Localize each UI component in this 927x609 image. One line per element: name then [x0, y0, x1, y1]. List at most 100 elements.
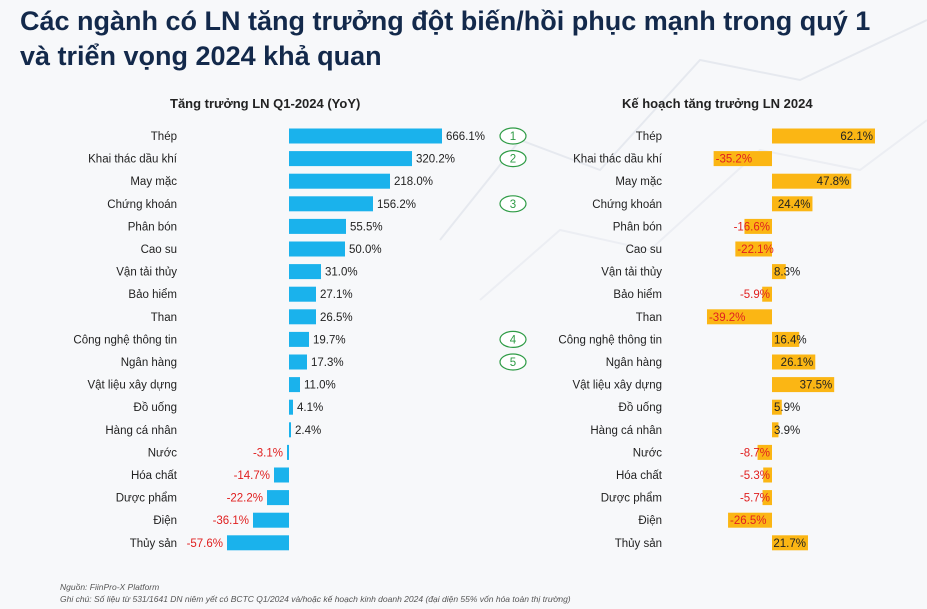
- left-bar: [289, 196, 373, 212]
- left-bar: [289, 264, 321, 280]
- right-bar: [706, 309, 772, 325]
- left-bar: [289, 399, 293, 415]
- rank-badge: [499, 195, 527, 213]
- left-bar: [289, 377, 300, 393]
- rank-badge: [499, 150, 527, 168]
- left-category-label: Dược phẩm: [116, 493, 177, 505]
- left-bar: [289, 309, 316, 325]
- left-category-label: May mặc: [130, 176, 177, 188]
- right-category-label: Khai thác dầu khí: [573, 154, 663, 166]
- right-value-label: -8.7%: [740, 447, 770, 459]
- right-bar: [772, 354, 816, 370]
- right-category-label: May mặc: [615, 176, 662, 188]
- left-value-label: 27.1%: [320, 289, 353, 301]
- right-bar: [772, 196, 813, 212]
- left-category-label: Đồ uống: [134, 402, 177, 414]
- right-value-label: -16.6%: [734, 221, 770, 233]
- left-category-label: Vận tải thủy: [116, 267, 177, 279]
- right-bar: [772, 422, 779, 438]
- rank-badge-number: 5: [510, 357, 516, 369]
- right-bar: [762, 490, 772, 506]
- right-bar: [744, 218, 772, 234]
- rank-badge: [499, 353, 527, 371]
- left-category-label: Nước: [148, 447, 178, 459]
- right-bar: [735, 241, 772, 257]
- right-category-label: Phân bón: [613, 221, 662, 233]
- right-value-label: -22.1%: [737, 244, 773, 256]
- left-bar: [289, 128, 442, 144]
- left-value-label: 55.5%: [350, 221, 383, 233]
- right-category-label: Vận tải thủy: [601, 267, 662, 279]
- right-category-label: Chứng khoán: [592, 199, 662, 211]
- left-category-label: Phân bón: [128, 221, 177, 233]
- left-value-label: 11.0%: [304, 380, 336, 392]
- right-category-label: Hóa chất: [616, 470, 663, 482]
- right-value-label: 47.8%: [817, 176, 850, 188]
- right-bar: [772, 535, 808, 551]
- left-category-label: Chứng khoán: [107, 199, 177, 211]
- right-category-label: Thép: [636, 131, 662, 143]
- right-bar: [762, 286, 772, 302]
- right-value-label: 3.9%: [774, 425, 800, 437]
- left-category-label: Thủy sản: [130, 538, 177, 550]
- left-bar: [289, 241, 345, 257]
- rank-badge-number: 4: [510, 334, 517, 346]
- right-category-label: Thủy sản: [615, 538, 662, 550]
- right-category-label: Đồ uống: [619, 402, 662, 414]
- page-title-line1: Các ngành có LN tăng trưởng đột biến/hồi…: [20, 6, 871, 36]
- right-category-label: Điện: [638, 515, 662, 527]
- right-value-label: 16.4%: [774, 334, 807, 346]
- left-category-label: Công nghệ thông tin: [73, 334, 177, 346]
- footer-source: Nguồn: FiinPro-X Platform: [60, 582, 160, 592]
- rank-badge-number: 2: [510, 154, 516, 166]
- left-value-label: 31.0%: [325, 267, 358, 279]
- left-value-label: -14.7%: [234, 470, 270, 482]
- right-value-label: -5.7%: [740, 493, 770, 505]
- left-value-label: 4.1%: [297, 402, 323, 414]
- left-bar: [267, 490, 289, 506]
- left-bar: [289, 218, 346, 234]
- right-category-label: Hàng cá nhân: [590, 425, 662, 437]
- right-value-label: 37.5%: [800, 380, 833, 392]
- right-category-label: Dược phẩm: [601, 493, 662, 505]
- rank-badge-number: 3: [510, 199, 516, 211]
- page-title: Các ngành có LN tăng trưởng đột biến/hồi…: [20, 4, 927, 74]
- right-bar: [728, 512, 772, 528]
- left-bar: [253, 512, 289, 528]
- right-bar: [772, 331, 800, 347]
- left-value-label: -3.1%: [253, 447, 283, 459]
- right-category-label: Cao su: [626, 244, 662, 256]
- right-value-label: -35.2%: [716, 154, 752, 166]
- right-value-label: -5.9%: [740, 289, 770, 301]
- right-category-label: Công nghệ thông tin: [558, 334, 662, 346]
- left-category-label: Bảo hiểm: [128, 289, 177, 301]
- left-value-label: -57.6%: [187, 538, 223, 550]
- right-bar: [757, 444, 772, 460]
- right-category-label: Bảo hiểm: [613, 289, 662, 301]
- left-bar: [289, 151, 412, 167]
- left-category-label: Vật liệu xây dựng: [87, 380, 177, 392]
- right-value-label: 26.1%: [781, 357, 814, 369]
- right-value-label: -26.5%: [730, 515, 766, 527]
- left-value-label: -22.2%: [227, 493, 263, 505]
- left-bar: [289, 354, 307, 370]
- right-value-label: 24.4%: [778, 199, 811, 211]
- right-bar: [772, 377, 835, 393]
- right-value-label: 62.1%: [840, 131, 873, 143]
- left-value-label: -36.1%: [213, 515, 249, 527]
- rank-badge: [499, 127, 527, 145]
- left-value-label: 218.0%: [394, 176, 433, 188]
- left-bar: [287, 444, 289, 460]
- right-chart-title: Kế hoạch tăng trưởng LN 2024: [622, 96, 813, 111]
- left-category-label: Ngân hàng: [121, 357, 177, 369]
- left-chart-title: Tăng trưởng LN Q1-2024 (YoY): [170, 96, 361, 111]
- left-bar: [289, 173, 390, 189]
- right-bar: [763, 467, 772, 483]
- right-bar: [772, 399, 782, 415]
- right-bar: [772, 128, 875, 144]
- left-category-label: Thép: [151, 131, 177, 143]
- rank-badge: [499, 330, 527, 348]
- right-value-label: -39.2%: [709, 312, 745, 324]
- left-category-label: Hàng cá nhân: [105, 425, 177, 437]
